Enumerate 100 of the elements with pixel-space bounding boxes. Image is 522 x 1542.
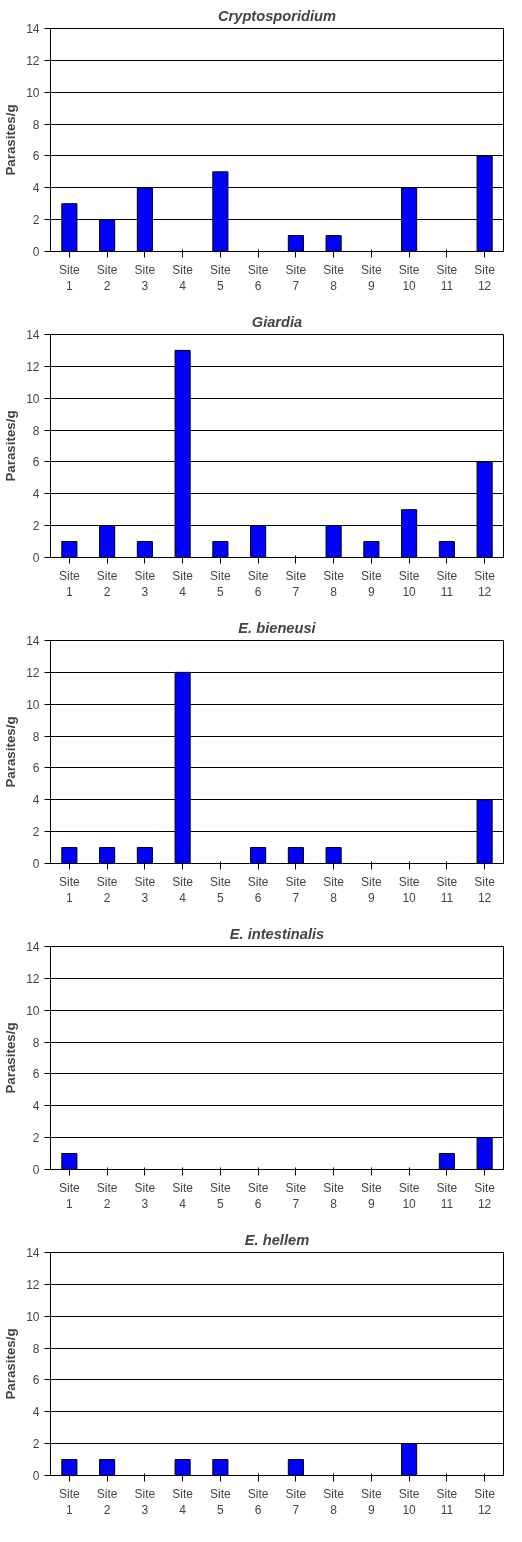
x-tick-label: Site 1 xyxy=(59,262,81,294)
y-tick-label: 0 xyxy=(32,245,40,259)
chart-title: Giardia xyxy=(251,313,303,330)
y-tick-label: 14 xyxy=(26,22,40,36)
y-axis-title: Parasites/g xyxy=(3,716,19,788)
y-tick-label: 2 xyxy=(32,825,40,840)
x-tick-label: Site 6 xyxy=(247,568,269,600)
x-tick-label: Site 10 xyxy=(398,874,420,906)
x-tick-label: Site 3 xyxy=(134,874,156,906)
x-tick-label: Site 12 xyxy=(474,262,496,294)
x-tick-label: Site 12 xyxy=(474,874,496,906)
x-tick-label: Site 7 xyxy=(285,1486,307,1518)
y-tick-label: 0 xyxy=(32,1469,40,1483)
chart-title: E. hellem xyxy=(244,1231,310,1248)
y-tick-label: 10 xyxy=(26,697,40,712)
y-tick-label: 8 xyxy=(32,423,40,438)
x-tick-label: Site 6 xyxy=(247,262,269,294)
x-tick-label: Site 10 xyxy=(398,568,420,600)
y-axis-title: Parasites/g xyxy=(3,1022,19,1094)
x-tick-label: Site 9 xyxy=(361,1180,383,1212)
x-tick-label: Site 9 xyxy=(361,568,383,600)
x-tick-label: Site 8 xyxy=(323,262,345,294)
y-tick-label: 8 xyxy=(32,1341,40,1356)
y-tick-label: 6 xyxy=(32,761,40,776)
y-tick-label: 6 xyxy=(32,455,40,470)
y-tick-label: 8 xyxy=(32,729,40,744)
x-tick-label: Site 1 xyxy=(59,1180,81,1212)
x-tick-label: Site 3 xyxy=(134,1486,156,1518)
y-tick-label: 2 xyxy=(32,1437,40,1452)
x-tick-label: Site 11 xyxy=(436,1180,458,1212)
y-tick-label: 4 xyxy=(32,793,40,808)
y-tick-label: 12 xyxy=(26,53,40,68)
x-tick-label: Site 12 xyxy=(474,1180,496,1212)
y-tick-label: 10 xyxy=(26,85,40,100)
x-tick-label: Site 11 xyxy=(436,1486,458,1518)
x-tick-label: Site 9 xyxy=(361,874,383,906)
x-tick-label: Site 10 xyxy=(398,1486,420,1518)
x-tick-label: Site 2 xyxy=(96,262,118,294)
x-tick-label: Site 7 xyxy=(285,262,307,294)
x-tick-label: Site 5 xyxy=(210,262,232,294)
y-tick-label: 6 xyxy=(32,1067,40,1082)
y-tick-label: 14 xyxy=(26,1246,40,1260)
x-tick-label: Site 6 xyxy=(247,874,269,906)
x-tick-label: Site 8 xyxy=(323,874,345,906)
x-tick-label: Site 3 xyxy=(134,568,156,600)
y-axis-title: Parasites/g xyxy=(3,410,19,482)
chart-title: E. intestinalis xyxy=(229,925,325,942)
y-tick-label: 0 xyxy=(32,551,40,565)
x-tick-label: Site 11 xyxy=(436,262,458,294)
x-tick-label: Site 2 xyxy=(96,1486,118,1518)
x-tick-label: Site 9 xyxy=(361,262,383,294)
y-axis-title: Parasites/g xyxy=(3,104,19,176)
x-tick-label: Site 12 xyxy=(474,568,496,600)
y-tick-label: 2 xyxy=(32,519,40,534)
x-tick-label: Site 3 xyxy=(134,262,156,294)
y-tick-label: 10 xyxy=(26,1309,40,1324)
x-tick-label: Site 8 xyxy=(323,1180,345,1212)
x-tick-label: Site 8 xyxy=(323,1486,345,1518)
y-tick-label: 8 xyxy=(32,117,40,132)
x-tick-label: Site 4 xyxy=(172,262,194,294)
y-axis-title: Parasites/g xyxy=(3,1328,19,1400)
x-tick-label: Site 1 xyxy=(59,568,81,600)
x-tick-label: Site 2 xyxy=(96,568,118,600)
x-tick-label: Site 5 xyxy=(210,1486,232,1518)
x-tick-label: Site 2 xyxy=(96,874,118,906)
y-tick-label: 2 xyxy=(32,1131,40,1146)
y-tick-label: 8 xyxy=(32,1035,40,1050)
chart-title: Cryptosporidium xyxy=(217,7,337,24)
x-tick-label: Site 4 xyxy=(172,1486,194,1518)
y-tick-label: 0 xyxy=(32,857,40,871)
x-tick-label: Site 12 xyxy=(474,1486,496,1518)
y-tick-label: 6 xyxy=(32,149,40,164)
x-tick-label: Site 11 xyxy=(436,874,458,906)
x-tick-label: Site 6 xyxy=(247,1180,269,1212)
x-tick-label: Site 5 xyxy=(210,874,232,906)
y-tick-label: 2 xyxy=(32,213,40,228)
x-tick-label: Site 4 xyxy=(172,874,194,906)
y-tick-label: 6 xyxy=(32,1373,40,1388)
y-tick-label: 12 xyxy=(26,971,40,986)
x-tick-label: Site 5 xyxy=(210,1180,232,1212)
x-tick-label: Site 4 xyxy=(172,1180,194,1212)
x-tick-label: Site 10 xyxy=(398,1180,420,1212)
x-tick-label: Site 2 xyxy=(96,1180,118,1212)
y-tick-label: 14 xyxy=(26,634,40,648)
y-tick-label: 4 xyxy=(32,181,40,196)
x-tick-label: Site 7 xyxy=(285,568,307,600)
x-tick-label: Site 7 xyxy=(285,874,307,906)
x-tick-label: Site 1 xyxy=(59,1486,81,1518)
y-tick-label: 10 xyxy=(26,391,40,406)
x-tick-label: Site 6 xyxy=(247,1486,269,1518)
x-tick-label: Site 10 xyxy=(398,262,420,294)
y-tick-label: 4 xyxy=(32,1405,40,1420)
y-tick-label: 0 xyxy=(32,1163,40,1177)
y-tick-label: 12 xyxy=(26,1277,40,1292)
y-tick-label: 14 xyxy=(26,328,40,342)
x-tick-label: Site 5 xyxy=(210,568,232,600)
chart-title: E. bieneusi xyxy=(238,619,317,636)
x-tick-label: Site 9 xyxy=(361,1486,383,1518)
y-tick-label: 10 xyxy=(26,1003,40,1018)
y-tick-label: 12 xyxy=(26,359,40,374)
